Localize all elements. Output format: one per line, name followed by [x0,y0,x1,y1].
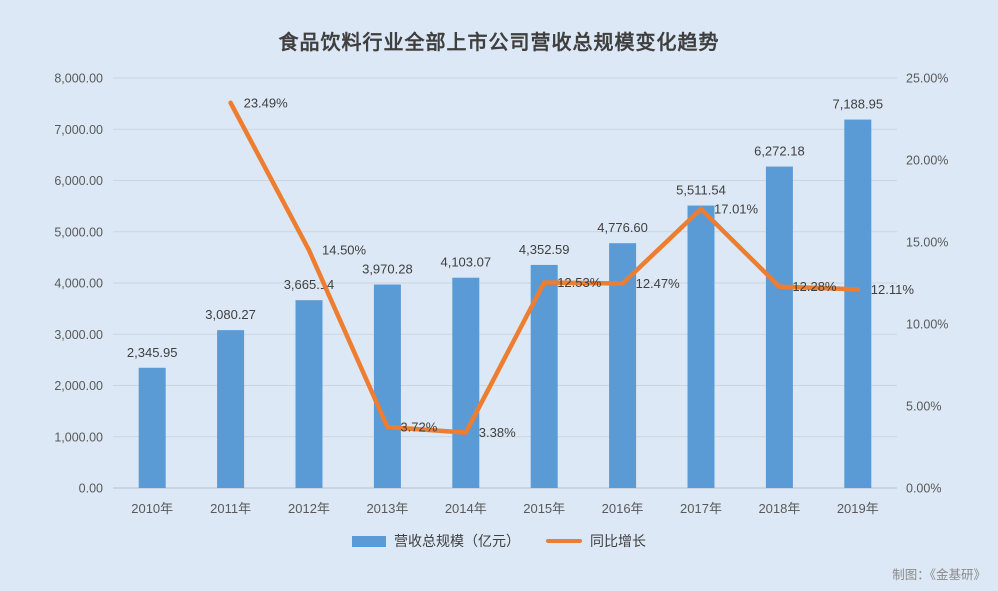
line-value-label: 14.50% [322,243,367,258]
legend: 营收总规模（亿元） 同比增长 [0,531,998,551]
left-axis-tick-label: 5,000.00 [54,225,103,239]
left-axis-tick-label: 0.00 [79,482,103,496]
x-axis-label: 2014年 [445,501,487,516]
bar-2011年 [217,330,245,488]
legend-item-line: 同比增长 [546,531,646,551]
growth-line [228,100,861,435]
bar-value-label: 2,345.95 [127,345,178,360]
line-value-label: 23.49% [244,95,289,110]
bar-value-label: 4,352.59 [519,242,570,257]
bar-value-label: 4,103.07 [440,255,491,270]
right-axis-tick-label: 25.00% [906,72,948,86]
x-axis-label: 2015年 [523,501,565,516]
bar-2010年 [138,367,166,488]
line-value-label: 17.01% [714,202,759,217]
left-axis-tick-label: 4,000.00 [54,277,103,291]
bar-series-swatch [352,535,386,547]
legend-item-bar: 营收总规模（亿元） [352,531,520,551]
line-value-label: 3.38% [479,425,516,440]
x-axis-label: 2016年 [602,501,644,516]
left-axis-tick-label: 1,000.00 [54,430,103,444]
bar-2018年 [765,166,793,488]
x-axis-label: 2011年 [210,501,251,516]
left-axis-tick-label: 2,000.00 [54,379,103,393]
bar-value-label: 5,511.54 [676,183,726,198]
right-axis-tick-label: 15.00% [906,236,948,250]
bar-2012年 [295,300,323,488]
line-series-swatch [546,539,582,543]
right-axis-tick-label: 0.00% [906,482,941,496]
bar-2014年 [452,277,480,488]
right-axis-tick-label: 5.00% [906,400,941,414]
x-axis-label: 2018年 [758,501,800,516]
bar-value-label: 6,272.18 [754,144,805,159]
bar-value-label: 7,188.95 [832,97,883,112]
x-axis-label: 2013年 [366,501,408,516]
bar-2019年 [844,119,872,488]
line-value-label: 12.53% [557,275,602,290]
x-axis-label: 2010年 [131,501,173,516]
line-series-label: 同比增长 [590,533,646,549]
credit-text: 制图：《金基研》 [892,568,986,582]
bar-value-label: 3,970.28 [362,262,413,277]
line-value-label: 12.11% [871,282,915,297]
bar-2016年 [609,243,637,488]
bar-value-label: 3,080.27 [205,307,256,322]
left-axis-tick-label: 8,000.00 [54,72,103,86]
line-value-label: 3.72% [400,419,437,434]
bar-2013年 [373,284,401,488]
left-axis-tick-label: 3,000.00 [54,328,103,342]
right-axis-tick-label: 20.00% [906,154,948,168]
line-value-label: 12.47% [636,276,681,291]
line-value-label: 12.28% [792,279,837,294]
x-axis-label: 2017年 [680,501,722,516]
bar-2017年 [687,205,715,488]
x-axis-label: 2012年 [288,501,330,516]
bar-value-label: 4,776.60 [597,220,648,235]
bar-series-label: 营收总规模（亿元） [394,533,520,549]
x-axis-label: 2019年 [837,501,879,516]
chart-title: 食品饮料行业全部上市公司营收总规模变化趋势 [278,32,720,54]
left-axis-tick-label: 7,000.00 [54,123,103,137]
right-axis-tick-label: 10.00% [906,318,948,332]
left-axis-tick-label: 6,000.00 [54,174,103,188]
